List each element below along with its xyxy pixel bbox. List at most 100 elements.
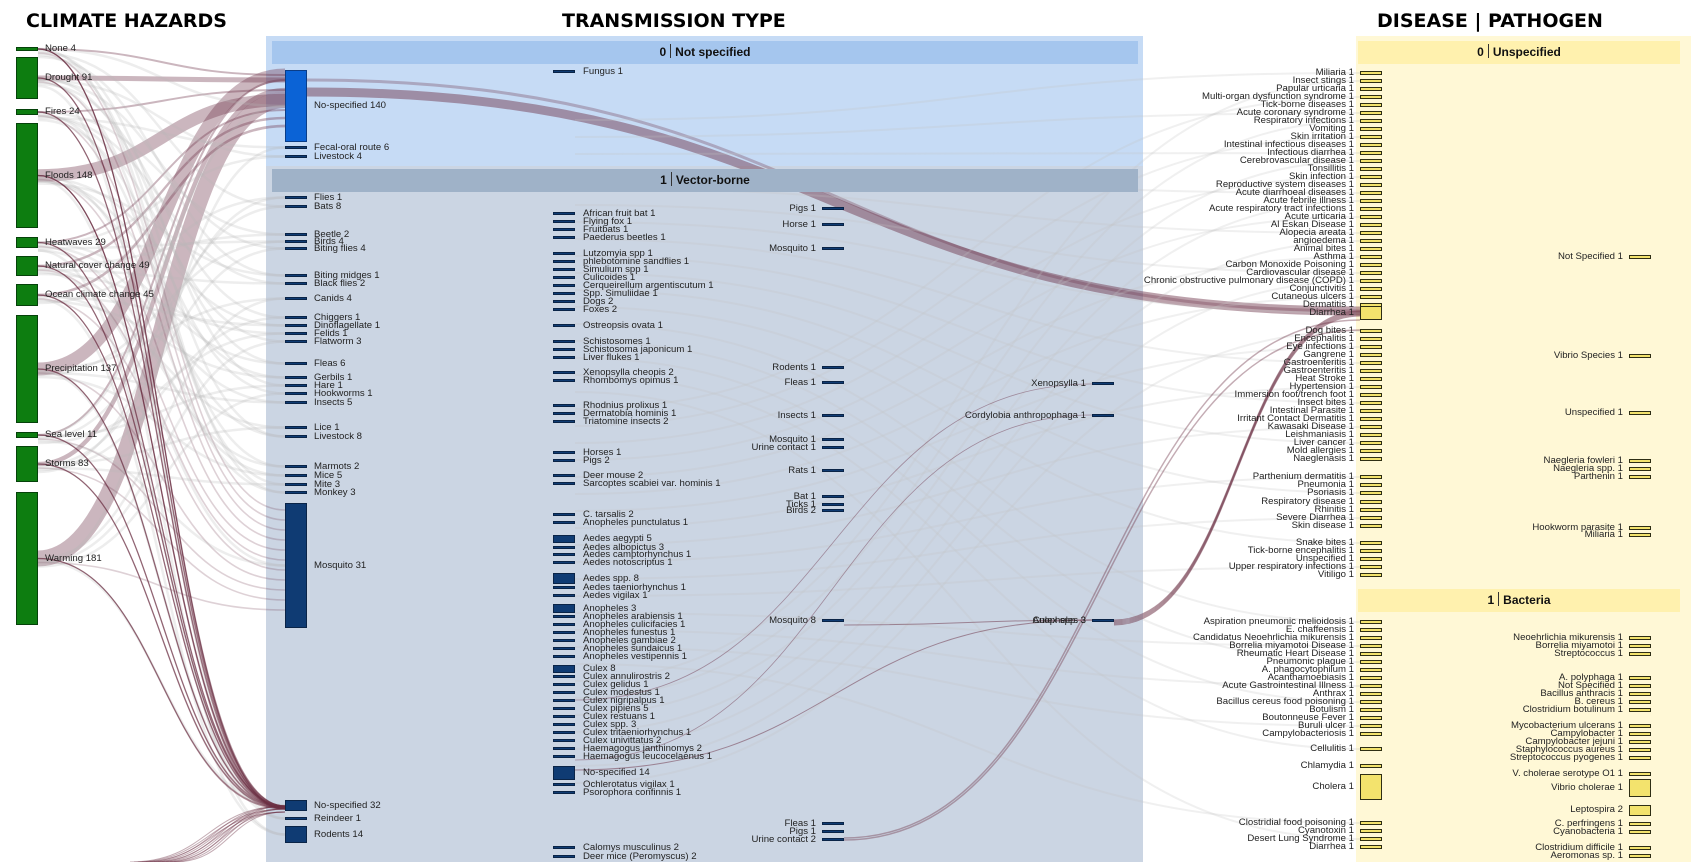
disease-node-skin-infection[interactable] (1360, 175, 1382, 179)
transmission-node-lutzomyia-spp[interactable] (553, 252, 575, 255)
transmission-node-flies[interactable] (285, 196, 307, 199)
transmission-node-aedes-spp[interactable] (553, 573, 575, 584)
transmission-node-psorophora-confinnis[interactable] (553, 791, 575, 794)
hazard-node-floods[interactable] (16, 123, 38, 228)
disease-node-vitiligo[interactable] (1360, 573, 1382, 577)
disease-node-irritant-contact-dermatitis[interactable] (1360, 417, 1382, 421)
transmission-node-chiggers[interactable] (285, 316, 307, 319)
transmission-node-culex-nigripalpus[interactable] (553, 699, 575, 702)
disease-node-borrelia-miyamotoi-disease[interactable] (1360, 644, 1382, 648)
disease-node-a-polyphaga[interactable] (1629, 676, 1651, 680)
disease-node-miliaria[interactable] (1629, 533, 1651, 537)
disease-node-c-perfringens[interactable] (1629, 822, 1651, 826)
disease-node-boutonneuse-fever[interactable] (1360, 716, 1382, 720)
disease-node-infectious-diarrhea[interactable] (1360, 151, 1382, 155)
disease-node-borrelia-miyamotoi[interactable] (1629, 644, 1651, 648)
transmission-node-bats[interactable] (285, 205, 307, 208)
transmission-node-insects[interactable] (285, 401, 307, 404)
hazard-node-none[interactable] (16, 47, 38, 51)
disease-node-cutaneous-ulcers[interactable] (1360, 295, 1382, 299)
transmission-node-aedes-notoscriptus[interactable] (553, 561, 575, 564)
transmission-node-hare[interactable] (285, 384, 307, 387)
disease-node-staphylococcus-aureus[interactable] (1629, 748, 1651, 752)
disease-node-alopecia-areata[interactable] (1360, 231, 1382, 235)
transmission-node-dinoflagellate[interactable] (285, 324, 307, 327)
transmission-node-fruitbats[interactable] (553, 228, 575, 231)
disease-node-cyanotoxin[interactable] (1360, 829, 1382, 833)
transmission-node-culex[interactable] (553, 665, 575, 673)
transmission-node-fleas[interactable] (822, 381, 844, 384)
disease-node-mycobacterium-ulcerans[interactable] (1629, 724, 1651, 728)
disease-node-pneumonic-plague[interactable] (1360, 660, 1382, 664)
transmission-node-foxes[interactable] (553, 308, 575, 311)
disease-node-bacillus-anthracis[interactable] (1629, 692, 1651, 696)
transmission-node-reindeer[interactable] (285, 817, 307, 820)
transmission-node-culex-annulirostris[interactable] (553, 675, 575, 678)
transmission-node-mice[interactable] (285, 474, 307, 477)
transmission-node-no-specified[interactable] (553, 766, 575, 780)
disease-node-conjunctivitis[interactable] (1360, 287, 1382, 291)
disease-node-acute-respiratory-tract-infections[interactable] (1360, 207, 1382, 211)
disease-node-intestinal-infectious-diseases[interactable] (1360, 143, 1382, 147)
disease-node-diarrhea[interactable] (1360, 306, 1382, 320)
transmission-node-anopheles-arabiensis[interactable] (553, 615, 575, 618)
disease-node-streptococcus-pyogenes[interactable] (1629, 756, 1651, 760)
disease-node-b-cereus[interactable] (1629, 700, 1651, 704)
transmission-node-cordylobia-anthropophaga[interactable] (1092, 414, 1114, 417)
band-transmission-vector-borne[interactable]: 1 Vector-borne (272, 169, 1138, 192)
transmission-node-aedes-camptorhynchus[interactable] (553, 553, 575, 556)
transmission-node-culex-spp[interactable] (1092, 619, 1114, 622)
hazard-node-sea-level[interactable] (16, 432, 38, 438)
transmission-node-mosquito[interactable] (285, 503, 307, 628)
disease-node-acute-febrile-illness[interactable] (1360, 199, 1382, 203)
transmission-node-biting-midges[interactable] (285, 274, 307, 277)
disease-node-pneumonia[interactable] (1360, 483, 1382, 487)
disease-node-eye-infections[interactable] (1360, 345, 1382, 349)
transmission-node-biting-flies[interactable] (285, 247, 307, 250)
disease-node-anthrax[interactable] (1360, 692, 1382, 696)
transmission-node-xenopsylla[interactable] (1092, 382, 1114, 385)
disease-node-desert-lung-syndrome[interactable] (1360, 837, 1382, 841)
disease-node-clostridial-food-poisoning[interactable] (1360, 821, 1382, 825)
disease-node-insect-bites[interactable] (1360, 401, 1382, 405)
disease-node-dog-bites[interactable] (1360, 329, 1382, 333)
disease-node-multi-organ-dysfunction-syndrome[interactable] (1360, 95, 1382, 99)
transmission-node-anopheles-punctulatus[interactable] (553, 521, 575, 524)
transmission-node-lice[interactable] (285, 426, 307, 429)
transmission-node-no-specified[interactable] (285, 800, 307, 811)
transmission-node-felids[interactable] (285, 332, 307, 335)
transmission-node-pigs[interactable] (553, 459, 575, 462)
transmission-node-haemagogus-janthinomys[interactable] (553, 747, 575, 750)
transmission-node-triatomine-insects[interactable] (553, 420, 575, 423)
band-disease-bacteria[interactable]: 1 Bacteria (1358, 589, 1680, 612)
disease-node-v-cholerae-serotype-o1[interactable] (1629, 772, 1651, 776)
disease-node-rheumatic-heart-disease[interactable] (1360, 652, 1382, 656)
transmission-node-ticks[interactable] (822, 503, 844, 506)
transmission-node-ostreopsis-ovata[interactable] (553, 324, 575, 327)
disease-node-psoriasis[interactable] (1360, 491, 1382, 495)
disease-node-acute-urticaria[interactable] (1360, 215, 1382, 219)
disease-node-clostridium-difficile[interactable] (1629, 846, 1651, 850)
disease-node-tick-borne-diseases[interactable] (1360, 103, 1382, 107)
disease-node-vibrio-species[interactable] (1629, 354, 1651, 358)
disease-node-not-specified[interactable] (1629, 255, 1651, 259)
hazard-node-storms[interactable] (16, 446, 38, 482)
disease-node-tonsillitis[interactable] (1360, 167, 1382, 171)
disease-node-acanthamoebiasis[interactable] (1360, 676, 1382, 680)
transmission-node-culex-univittatus[interactable] (553, 739, 575, 742)
transmission-node-culex-tritaeniorhynchus[interactable] (553, 731, 575, 734)
transmission-node-culicoides[interactable] (553, 276, 575, 279)
transmission-node-pigs[interactable] (822, 207, 844, 210)
transmission-node-ochlerotatus-vigilax[interactable] (553, 783, 575, 786)
transmission-node-schistosoma-japonicum[interactable] (553, 348, 575, 351)
disease-node-angioedema[interactable] (1360, 239, 1382, 243)
transmission-node-birds[interactable] (285, 240, 307, 243)
disease-node-naeglenasis[interactable] (1360, 457, 1382, 461)
transmission-node-urine-contact[interactable] (822, 446, 844, 449)
transmission-node-beetle[interactable] (285, 233, 307, 236)
disease-node-severe-diarrhea[interactable] (1360, 516, 1382, 520)
transmission-node-anopheles-culicifacies[interactable] (553, 623, 575, 626)
disease-node-acute-coronary-syndrome[interactable] (1360, 111, 1382, 115)
disease-node-reproductive-system-diseases[interactable] (1360, 183, 1382, 187)
disease-node-vomiting[interactable] (1360, 127, 1382, 131)
